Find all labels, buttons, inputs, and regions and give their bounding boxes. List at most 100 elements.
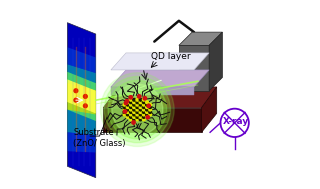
Circle shape [100,73,174,146]
Circle shape [149,108,151,111]
Circle shape [124,101,128,105]
Circle shape [126,111,129,113]
Polygon shape [111,53,209,70]
Circle shape [136,98,139,101]
Circle shape [133,113,135,116]
Polygon shape [68,23,96,178]
Circle shape [74,89,78,93]
Circle shape [130,118,132,121]
Circle shape [123,103,126,106]
Circle shape [126,116,129,118]
Circle shape [139,101,142,104]
Circle shape [136,108,139,111]
Text: Substrate
(ZnO/ Glass): Substrate (ZnO/ Glass) [73,128,125,148]
Polygon shape [179,32,222,45]
Circle shape [142,101,145,104]
Polygon shape [111,87,194,94]
Polygon shape [68,72,96,121]
Circle shape [142,98,145,101]
Circle shape [130,111,132,113]
Circle shape [130,98,132,101]
Circle shape [146,111,148,113]
Circle shape [108,80,167,139]
Circle shape [142,113,145,116]
Polygon shape [179,45,209,91]
Circle shape [84,104,87,108]
Circle shape [133,101,135,104]
Circle shape [74,98,78,102]
Circle shape [142,103,145,106]
Polygon shape [103,108,202,132]
Circle shape [130,116,132,118]
Circle shape [130,106,132,108]
Circle shape [130,108,132,111]
Circle shape [136,111,139,113]
Circle shape [133,116,135,118]
Circle shape [146,108,148,111]
Polygon shape [202,87,217,132]
Circle shape [142,118,145,121]
Circle shape [123,108,126,111]
Circle shape [84,94,87,98]
Circle shape [126,101,129,104]
Circle shape [130,101,132,104]
Circle shape [146,115,149,119]
Circle shape [142,111,145,113]
Circle shape [126,108,129,111]
Circle shape [139,106,142,108]
Polygon shape [68,132,96,153]
Circle shape [142,108,145,111]
Circle shape [136,116,139,118]
Circle shape [143,97,147,100]
Polygon shape [111,70,209,87]
Circle shape [133,108,135,111]
Polygon shape [68,79,96,113]
Circle shape [139,108,142,111]
Circle shape [138,95,141,98]
Circle shape [146,106,148,108]
Circle shape [136,113,139,116]
Polygon shape [68,64,96,90]
Circle shape [139,116,142,118]
Circle shape [104,77,170,143]
Circle shape [139,118,142,121]
Circle shape [139,113,142,116]
Circle shape [136,103,139,106]
Circle shape [146,101,148,104]
Text: QD layer: QD layer [151,52,191,61]
Circle shape [133,111,135,113]
Circle shape [139,103,142,106]
Text: X-ray: X-ray [223,117,249,126]
Polygon shape [68,110,96,135]
Circle shape [133,118,135,121]
Circle shape [125,99,129,103]
Circle shape [149,113,151,116]
Circle shape [123,113,126,116]
Circle shape [139,111,142,113]
Polygon shape [103,87,217,108]
Polygon shape [68,47,96,73]
Circle shape [139,98,142,101]
Circle shape [149,106,151,108]
Circle shape [126,106,129,108]
Circle shape [149,111,151,113]
Circle shape [136,106,139,108]
Circle shape [129,96,132,99]
Circle shape [146,113,148,116]
Circle shape [132,121,135,124]
Circle shape [123,110,127,113]
Circle shape [123,106,126,108]
Circle shape [149,103,151,106]
Circle shape [112,84,163,135]
Polygon shape [209,32,222,91]
Circle shape [133,103,135,106]
Circle shape [146,116,148,118]
Circle shape [130,103,132,106]
Circle shape [146,103,148,106]
Circle shape [133,98,135,101]
Circle shape [126,103,129,106]
Circle shape [136,118,139,121]
Circle shape [147,104,150,108]
Circle shape [136,101,139,104]
Circle shape [126,113,129,116]
